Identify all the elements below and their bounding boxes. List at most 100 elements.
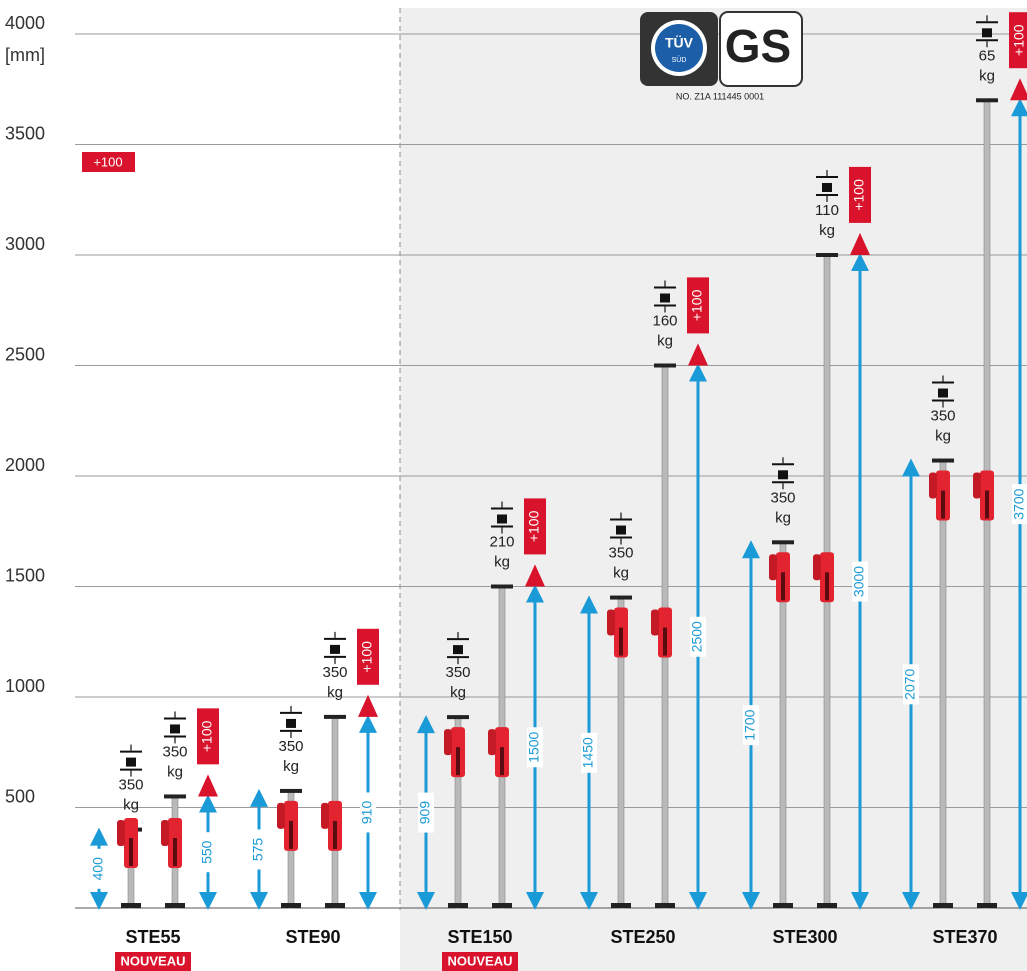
arrow-head <box>359 714 377 733</box>
extension-label: +100 <box>199 720 215 752</box>
y-tick-label: 2500 <box>5 344 45 364</box>
extension-legend-label: +100 <box>93 154 122 169</box>
prop-part <box>164 794 186 799</box>
load-icon <box>660 293 670 303</box>
prop-part <box>619 627 623 656</box>
arrow-head <box>199 892 217 910</box>
load-unit: kg <box>167 763 183 780</box>
load-value: 350 <box>930 407 955 424</box>
extension-box <box>687 277 709 334</box>
arrow-head <box>689 363 707 382</box>
y-tick-label: 1000 <box>5 676 45 696</box>
load-unit: kg <box>613 565 629 582</box>
prop <box>607 595 632 909</box>
product-name: STE250 <box>610 927 675 947</box>
extension-label: +100 <box>851 179 867 211</box>
prop <box>277 788 302 909</box>
prop-part <box>129 838 133 866</box>
y-tick-label: 2000 <box>5 455 45 475</box>
prop-part <box>929 472 937 499</box>
range-label: 1500 <box>526 731 542 762</box>
prop-part <box>933 903 953 908</box>
range-label-bg <box>1012 484 1027 525</box>
product-name: STE370 <box>932 927 997 947</box>
prop-part <box>500 747 504 776</box>
arrow-head <box>359 892 377 910</box>
prop <box>444 715 469 909</box>
prop-part <box>772 540 794 545</box>
load-icon <box>497 514 507 524</box>
load-icon <box>616 525 626 535</box>
y-axis-label: [mm] <box>5 45 45 65</box>
prop-part <box>816 253 838 257</box>
y-tick-label: 500 <box>5 786 35 806</box>
prop-part <box>444 729 452 756</box>
badge: NOUVEAU <box>120 953 185 968</box>
prop-part <box>932 458 954 463</box>
y-tick-label: 3500 <box>5 123 45 143</box>
prop-part <box>492 903 512 908</box>
arrow-head <box>526 584 544 603</box>
product-name: STE300 <box>772 927 837 947</box>
arrow-head <box>1011 892 1027 910</box>
load-icon <box>822 183 832 192</box>
arrow-head <box>851 892 869 910</box>
range-label-bg <box>581 732 597 773</box>
extension-legend <box>82 152 135 172</box>
prop <box>488 584 513 909</box>
prop <box>117 818 142 909</box>
arrow-head <box>902 892 920 910</box>
load-value: 350 <box>278 738 303 755</box>
range-label-bg <box>527 727 543 768</box>
range-label: 2500 <box>689 621 705 652</box>
prop <box>161 794 186 909</box>
load-value: 350 <box>770 489 795 506</box>
range-label-bg <box>743 705 759 746</box>
prop <box>651 363 676 909</box>
arrow-head <box>580 892 598 910</box>
prop-part <box>121 903 141 908</box>
sud-text: SÜD <box>672 56 687 64</box>
load-value: 350 <box>162 743 187 760</box>
extension-marker <box>358 694 378 717</box>
load-unit: kg <box>283 758 299 775</box>
prop-part <box>654 363 676 368</box>
prop-part <box>173 838 177 866</box>
arrow-head <box>90 892 108 910</box>
prop-part <box>448 903 468 908</box>
load-value: 350 <box>322 664 347 681</box>
load-unit: kg <box>327 684 343 701</box>
range-label: 910 <box>359 801 375 825</box>
prop-part <box>289 820 293 849</box>
extension-marker <box>850 232 870 255</box>
prop <box>929 458 954 909</box>
load-icon <box>170 724 180 734</box>
range-label-bg <box>360 792 376 833</box>
load-value: 110 <box>815 202 839 219</box>
range-label: 3700 <box>1011 488 1027 519</box>
certificate-logo: TÜV SÜD GS NO. Z1A 111445 0001 <box>640 11 803 101</box>
load-icon <box>330 644 340 654</box>
range-label-bg <box>690 616 706 657</box>
prop-part <box>976 98 998 103</box>
arrow-head <box>417 715 435 734</box>
load-icon <box>126 757 136 767</box>
arrow-head <box>250 788 268 807</box>
range-label-bg <box>418 792 434 833</box>
load-unit: kg <box>494 553 510 570</box>
range-label-bg <box>200 832 216 873</box>
prop-part <box>773 903 793 908</box>
load-icon <box>453 645 463 655</box>
load-value: 160 <box>652 312 677 329</box>
prop-part <box>973 472 981 499</box>
prop-part <box>651 609 659 636</box>
range-label: 1700 <box>742 709 758 740</box>
prop-part <box>324 714 346 719</box>
prop-tube <box>939 460 947 909</box>
prop-part <box>941 490 945 519</box>
prop-part <box>977 903 997 908</box>
load-value: 350 <box>608 545 633 562</box>
prop-part <box>769 554 777 581</box>
badge: NOUVEAU <box>447 953 512 968</box>
load-value: 210 <box>489 533 514 550</box>
